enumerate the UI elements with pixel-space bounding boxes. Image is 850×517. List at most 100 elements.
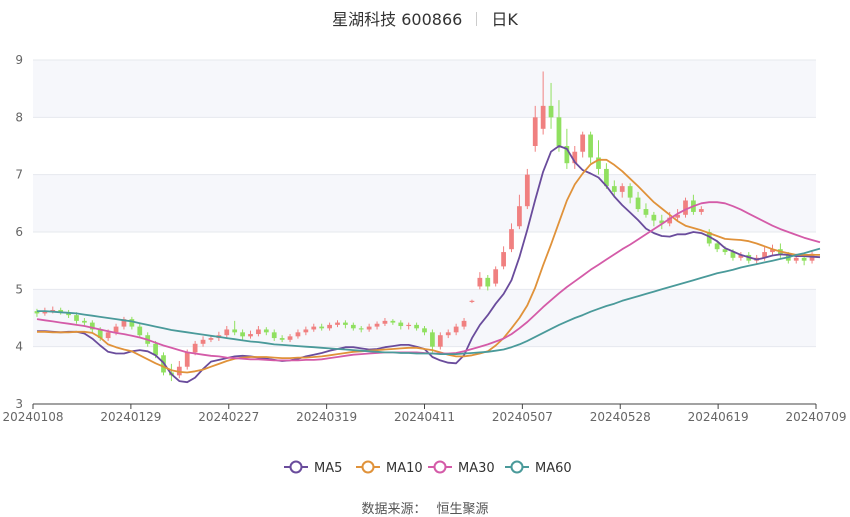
candle-body [596,157,601,169]
candle-body [263,329,269,333]
candle-body [430,332,435,347]
candle-body [350,324,356,329]
candle-body [303,329,309,333]
candle-body [153,343,158,356]
candle-body [722,249,728,253]
candle-body [501,252,506,267]
candle-body [683,200,688,215]
candle-body [762,252,767,258]
legend-marker [361,460,375,474]
chart-title: 星湖科技 600866 [332,10,463,29]
candle-body [121,319,127,327]
candle-body [619,186,625,192]
candle-body [548,105,554,118]
candle-body [232,329,238,333]
y-tick-label: 6 [15,225,23,239]
candle-body [319,326,325,329]
candlestick-chart: 3 4 5 6 7 8 9 20240108 20240129 20240227 20240319 2… [2,53,846,476]
candle-body [509,229,514,250]
data-source: 数据来源： 恒生聚源 [0,498,850,517]
x-tick-label: 20240528 [590,410,651,424]
candle-body [406,324,412,327]
candle-body [50,309,56,312]
y-tick-label: 3 [15,397,23,411]
chart-title-row: 星湖科技 600866 日K [0,6,850,30]
y-tick-label: 4 [15,340,23,354]
x-tick-label: 20240507 [492,410,553,424]
candle-body [382,320,388,324]
candle-body [477,277,483,287]
x-tick-label: 20240709 [785,410,846,424]
legend-label: MA60 [535,461,572,476]
x-tick-label: 20240411 [394,410,455,424]
candle-body [485,277,491,287]
y-tick-label: 5 [15,282,23,296]
candle-body [445,332,451,336]
candle-body [358,328,364,330]
candle-body [524,174,530,207]
candle-body [580,134,586,152]
candle-body [675,214,680,218]
candle-body [208,338,214,340]
candle-body [635,197,641,210]
y-tick-label: 7 [15,168,23,182]
candle-body [604,168,609,187]
candle-body [659,220,665,224]
title-separator [476,12,478,26]
candle-body [643,209,649,215]
candle-body [295,332,301,337]
x-tick-label: 20240129 [100,410,161,424]
candle-body [801,257,807,261]
candle-body [714,243,720,250]
candle-body [667,217,673,224]
legend-label: MA10 [386,461,423,476]
candle-body [698,209,704,212]
candle-body [540,105,546,129]
candle-body [97,329,103,339]
candle-body [730,252,736,258]
candle-body [335,322,340,325]
candle-body [564,146,570,164]
candle-body [343,322,348,325]
source-label: 数据来源： [361,502,427,517]
candle-body [137,326,143,336]
x-tick-label: 20240227 [198,410,259,424]
candle-body [398,322,404,327]
candle-body [129,319,135,327]
candle-body [105,332,111,339]
grid-band [33,60,816,118]
candle-body [248,334,253,337]
candle-body [271,332,277,339]
candle-body [611,186,617,192]
candle-body [200,339,206,344]
candle-body [82,320,87,323]
candle-body [422,328,427,333]
candle-body [414,324,419,329]
candle-body [770,249,775,253]
candle-body [572,151,578,164]
candle-body [588,134,593,158]
series-line-ma10 [37,158,820,374]
candle-body [493,269,499,284]
grid-band [33,174,816,232]
candle-body [42,311,48,314]
candle-body [113,326,119,333]
candle-body [58,309,64,313]
legend-marker [510,460,524,474]
candle-body [556,117,562,146]
series-line-ma60 [37,247,821,355]
legend-marker [433,460,447,474]
candle-body [184,352,190,367]
candle-body [651,214,657,221]
candle-body [279,338,285,340]
candle-body [706,232,712,244]
legend-label: MA30 [458,461,495,476]
legend-label: MA5 [314,461,342,476]
candle-body [390,320,396,323]
candle-body [738,254,744,258]
candle-body [793,257,799,261]
y-tick-label: 8 [15,110,23,124]
candle-body [34,311,40,314]
candle-body [74,315,79,321]
candle-body [311,326,317,330]
